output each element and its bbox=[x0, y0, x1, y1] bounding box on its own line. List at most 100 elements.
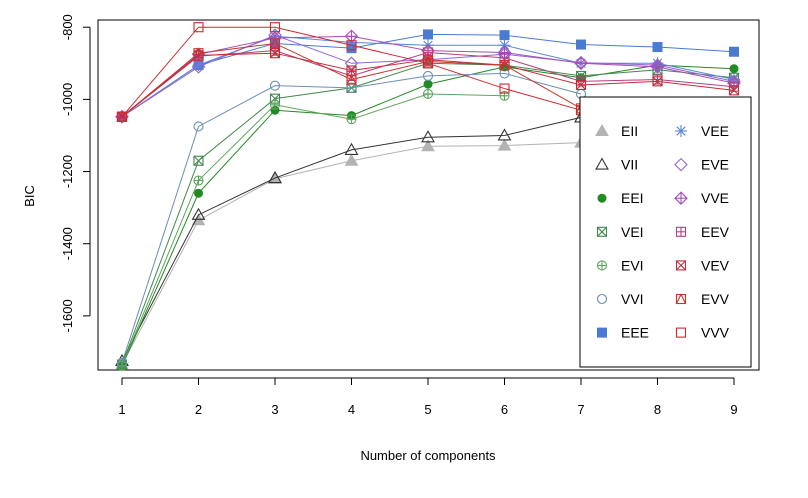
point-eev-6 bbox=[499, 52, 510, 63]
point-vev-7 bbox=[575, 79, 587, 90]
series-line-vvi bbox=[121, 72, 582, 363]
x-tick-label-8: 8 bbox=[654, 402, 661, 417]
legend-marker-vve bbox=[674, 191, 688, 205]
x-tick-label-1: 1 bbox=[118, 402, 125, 417]
point-vii-3 bbox=[268, 170, 282, 184]
point-eii-6 bbox=[497, 138, 512, 151]
point-evv-3 bbox=[269, 37, 281, 49]
legend-entry-vee: VEE bbox=[675, 123, 729, 139]
legend-entry-evv: EVV bbox=[675, 291, 730, 307]
legend-marker-eii bbox=[595, 123, 609, 136]
series-layer bbox=[115, 22, 741, 371]
x-tick-label-9: 9 bbox=[730, 402, 737, 417]
x-axis-label: Number of components bbox=[360, 448, 496, 463]
legend-label-evv: EVV bbox=[701, 291, 730, 307]
legend-marker-evv bbox=[675, 293, 687, 305]
legend-marker-evi bbox=[596, 260, 608, 271]
point-evi-3 bbox=[269, 99, 281, 110]
legend-label-vvi: VVI bbox=[621, 291, 644, 307]
point-eei-2 bbox=[194, 188, 203, 198]
point-eii-4 bbox=[344, 153, 359, 166]
legend-label-vee: VEE bbox=[701, 123, 729, 139]
legend-marker-vvv bbox=[675, 327, 687, 338]
legend-marker-vee bbox=[675, 125, 687, 137]
point-vvv-3 bbox=[269, 22, 281, 33]
series-evi bbox=[116, 88, 510, 371]
y-axis-label: BIC bbox=[22, 185, 37, 207]
point-eee-5 bbox=[423, 29, 433, 40]
point-eee-9 bbox=[729, 46, 739, 57]
point-vvi-1 bbox=[116, 357, 128, 368]
x-tick-label-3: 3 bbox=[271, 402, 278, 417]
legend-entry-eii: EII bbox=[595, 123, 638, 139]
legend-label-eev: EEV bbox=[701, 224, 730, 240]
series-line-vii bbox=[121, 116, 582, 362]
point-vvv-4 bbox=[346, 40, 357, 51]
legend-marker-vii bbox=[595, 157, 609, 170]
legend-label-eve: EVE bbox=[701, 157, 729, 173]
x-tick-label-5: 5 bbox=[424, 402, 431, 417]
legend-label-vei: VEI bbox=[621, 224, 644, 240]
point-evi-5 bbox=[422, 88, 434, 100]
y-tick-label-4: -800 bbox=[60, 14, 75, 40]
legend-entry-eev: EEV bbox=[675, 224, 730, 240]
legend-entry-vev: VEV bbox=[675, 257, 730, 273]
point-evv-4 bbox=[346, 73, 357, 85]
legend-marker-eee bbox=[597, 327, 607, 338]
legend: EII VII EEI VEI EVI VVI EEE VEE EVE VVE EEV VEV EVV V… bbox=[579, 96, 752, 368]
point-evi-2 bbox=[193, 175, 204, 186]
axis-layer: 1 2 3 4 5 6 7 8 9 -1600 -1400 -1200 -1000 -800 bbox=[60, 14, 738, 417]
point-eei-9 bbox=[729, 64, 739, 74]
legend-entry-eve: EVE bbox=[674, 157, 729, 173]
legend-label-vvv: VVV bbox=[701, 325, 730, 341]
legend-entry-eee: EEE bbox=[597, 325, 649, 341]
series-line-evi bbox=[121, 93, 505, 366]
point-vei-2 bbox=[193, 155, 204, 166]
point-vve-8 bbox=[650, 60, 665, 74]
series-vvi bbox=[116, 68, 587, 368]
point-vii-4 bbox=[344, 142, 359, 155]
series-vvv bbox=[116, 22, 587, 122]
legend-entry-vve: VVE bbox=[674, 190, 729, 206]
y-tick-label-3: -1000 bbox=[60, 83, 75, 116]
point-eii-5 bbox=[421, 139, 435, 152]
point-vvv-5 bbox=[422, 58, 434, 69]
legend-entry-vvi: VVI bbox=[596, 291, 644, 307]
legend-box bbox=[579, 96, 752, 368]
point-evv-6 bbox=[499, 59, 510, 71]
legend-marker-eve bbox=[674, 157, 688, 172]
series-eii bbox=[115, 135, 588, 370]
legend-label-eee: EEE bbox=[621, 325, 649, 341]
series-line-evv bbox=[121, 42, 582, 118]
x-tick-label-4: 4 bbox=[348, 402, 355, 417]
legend-marker-vvi bbox=[596, 293, 608, 305]
point-vii-2 bbox=[191, 207, 206, 220]
point-vii-5 bbox=[421, 130, 435, 143]
series-line-eii bbox=[121, 142, 582, 365]
point-eee-7 bbox=[576, 39, 586, 50]
series-line-vvv bbox=[121, 26, 582, 118]
point-vvv-2 bbox=[193, 22, 204, 33]
x-tick-label-2: 2 bbox=[195, 402, 202, 417]
point-eee-6 bbox=[499, 30, 510, 41]
y-tick-label-1: -1400 bbox=[60, 227, 75, 260]
legend-entry-vvv: VVV bbox=[675, 325, 730, 341]
y-tick-label-2: -1200 bbox=[60, 155, 75, 188]
legend-entry-evi: EVI bbox=[596, 257, 644, 273]
point-vvv-6 bbox=[499, 83, 510, 94]
point-evi-4 bbox=[346, 114, 357, 125]
point-vev-8 bbox=[652, 76, 663, 87]
point-eve-2 bbox=[191, 60, 206, 74]
y-tick-label-0: -1600 bbox=[60, 299, 75, 332]
point-vvi-3 bbox=[269, 80, 281, 91]
point-vvi-2 bbox=[193, 121, 204, 132]
plot-frame bbox=[97, 19, 760, 371]
legend-label-vii: VII bbox=[621, 157, 638, 173]
x-tick-label-7: 7 bbox=[577, 402, 584, 417]
legend-marker-vei bbox=[596, 226, 608, 237]
x-tick-label-6: 6 bbox=[501, 402, 508, 417]
point-vvi-6 bbox=[499, 68, 510, 79]
series-vii bbox=[115, 110, 588, 367]
legend-marker-vev bbox=[675, 260, 687, 271]
